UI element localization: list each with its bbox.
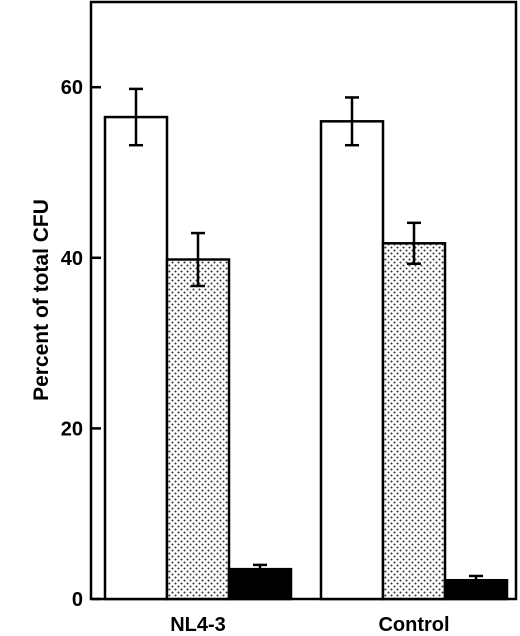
y-tick-label: 20	[61, 418, 83, 440]
bar	[381, 242, 447, 601]
y-axis: 0 20 40 60	[61, 77, 101, 611]
y-axis-label: Percent of total CFU	[30, 199, 53, 401]
x-axis: NL4-3 Control	[170, 589, 450, 636]
bars	[103, 115, 509, 601]
y-tick-label: 60	[61, 77, 83, 99]
y-tick-label: 40	[61, 248, 83, 270]
bar	[443, 578, 509, 601]
x-tick-label: NL4-3	[170, 614, 226, 636]
bar	[103, 115, 169, 601]
error-bars	[129, 87, 483, 581]
bar	[319, 120, 385, 601]
bar	[227, 567, 293, 601]
plot-frame	[89, 0, 518, 601]
bar	[165, 258, 231, 601]
x-tick-label: Control	[378, 614, 449, 636]
y-tick-label: 0	[72, 589, 83, 611]
